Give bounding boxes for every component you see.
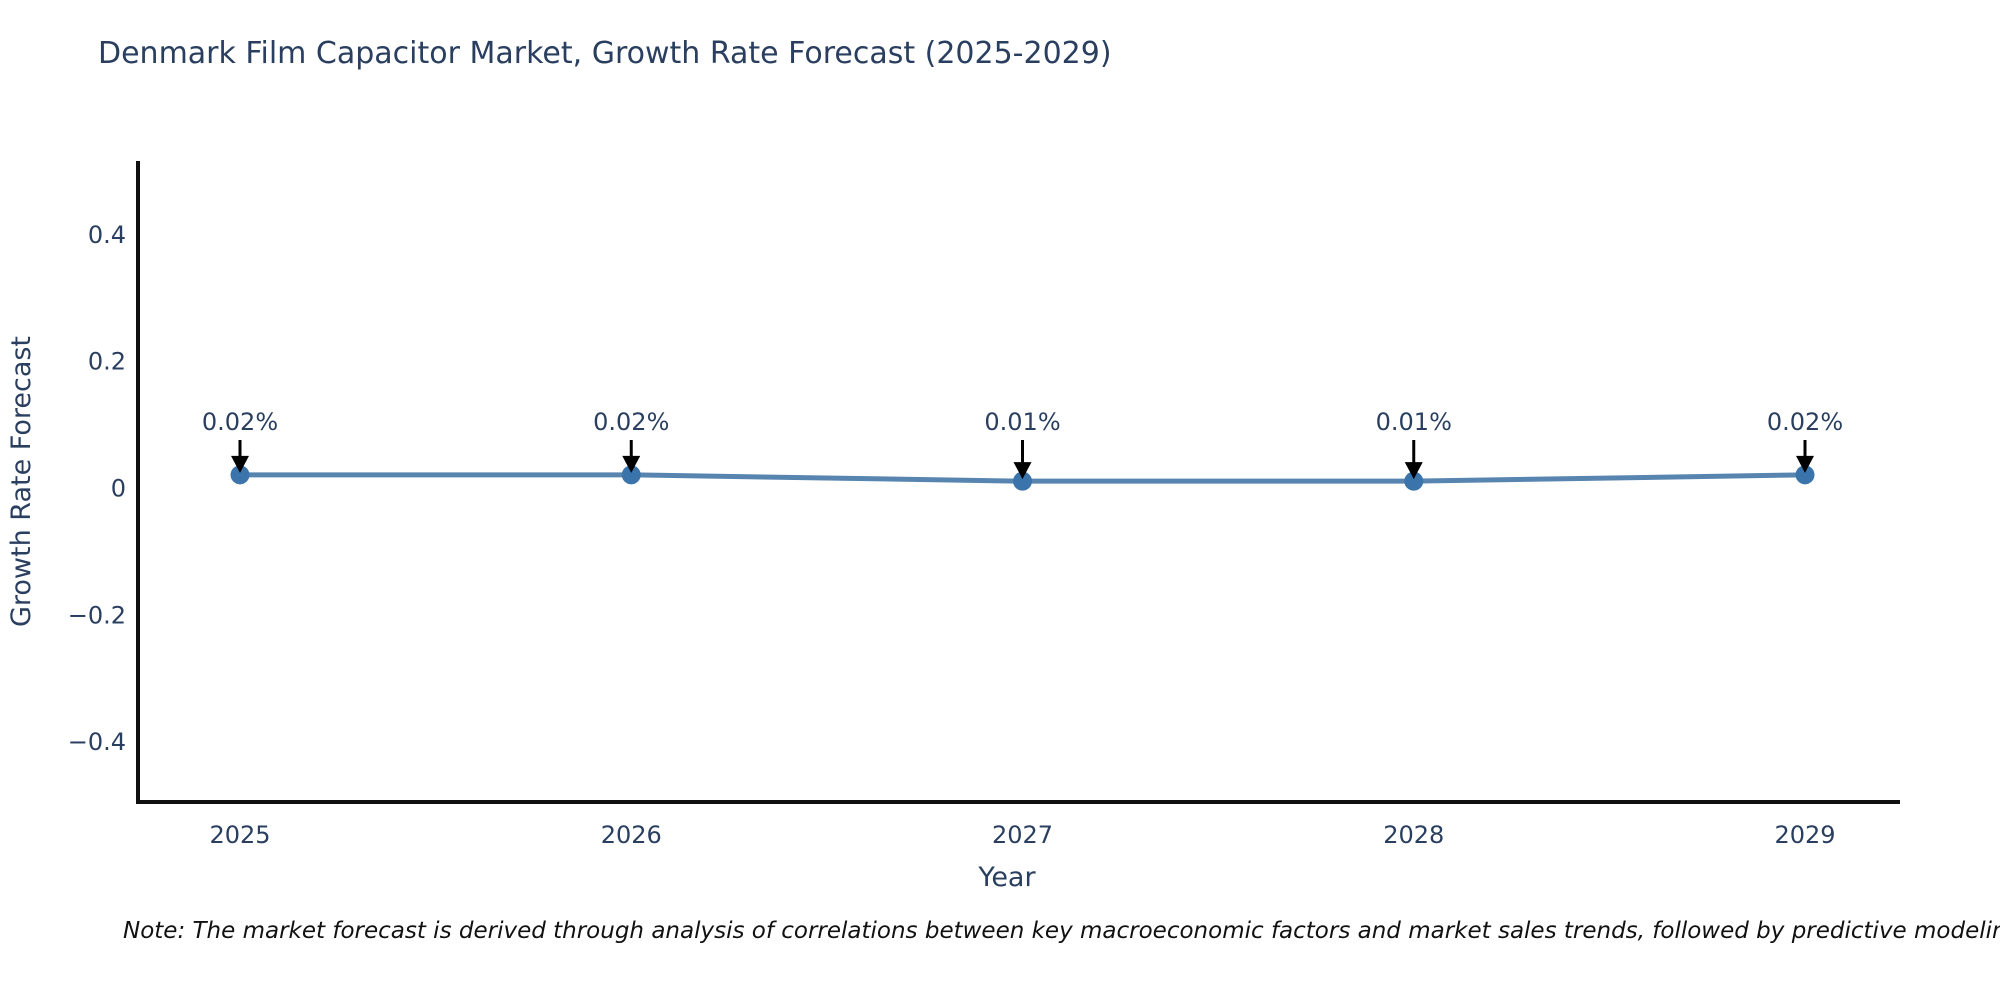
y-axis-title: Growth Rate Forecast <box>6 336 37 627</box>
x-tick-label: 2027 <box>992 821 1053 849</box>
x-tick-label: 2029 <box>1774 821 1835 849</box>
annotation-arrow-head <box>1404 462 1423 480</box>
point-annotation: 0.02% <box>202 408 278 436</box>
annotation-arrow-head <box>622 455 641 473</box>
point-annotation: 0.01% <box>1376 408 1452 436</box>
annotation-arrow-head <box>1013 462 1032 480</box>
data-point-2027[interactable] <box>1013 471 1032 491</box>
chart-title: Denmark Film Capacitor Market, Growth Ra… <box>98 36 1112 71</box>
growth-rate-line-chart[interactable]: 0.4 0.2 0 −0.2 −0.4 2025 2026 2027 2028 2029 Growt… <box>0 0 2000 910</box>
point-annotation: 0.02% <box>1767 408 1843 436</box>
annotation-arrow-head <box>1796 455 1814 473</box>
y-tick-label: 0.4 <box>88 221 126 249</box>
data-point-2028[interactable] <box>1404 471 1424 491</box>
point-annotation: 0.02% <box>593 408 669 436</box>
x-tick-label: 2028 <box>1383 821 1444 849</box>
annotation-arrow-head <box>231 455 249 473</box>
y-tick-label: 0.2 <box>88 348 126 376</box>
y-tick-label: −0.4 <box>68 728 126 756</box>
data-point-2025[interactable] <box>230 465 250 485</box>
y-tick-label: −0.2 <box>68 601 126 629</box>
y-tick-label: 0 <box>111 475 126 503</box>
x-tick-label: 2025 <box>209 821 270 849</box>
footnote: Note: The market forecast is derived thr… <box>123 918 2000 944</box>
data-point-2029[interactable] <box>1795 465 1815 485</box>
x-tick-label: 2026 <box>601 821 662 849</box>
point-annotation: 0.01% <box>984 408 1060 436</box>
x-axis-title: Year <box>977 862 1036 893</box>
data-point-2026[interactable] <box>621 465 641 485</box>
